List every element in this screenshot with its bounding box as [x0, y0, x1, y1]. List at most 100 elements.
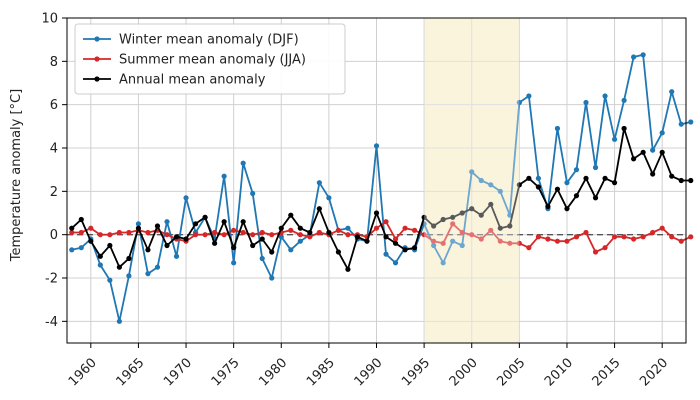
data-point — [231, 260, 237, 266]
legend-label: Summer mean anomaly (JJA) — [119, 53, 306, 68]
data-point — [221, 232, 227, 238]
y-axis: -4 -2 0 2 4 6 8 10 — [41, 12, 67, 330]
data-point — [173, 253, 180, 259]
data-point — [373, 225, 380, 231]
data-point — [183, 195, 189, 201]
series-1 — [69, 52, 694, 324]
data-point — [621, 234, 627, 240]
data-point — [78, 229, 84, 236]
data-point — [307, 234, 313, 240]
data-point — [411, 227, 418, 233]
data-point — [497, 188, 503, 194]
data-point — [97, 232, 103, 238]
data-point — [335, 227, 342, 233]
data-point — [678, 177, 684, 184]
data-point — [250, 242, 256, 249]
series-line — [71, 53, 692, 323]
data-point — [488, 182, 494, 188]
data-point — [288, 212, 294, 218]
data-point — [402, 225, 408, 231]
data-point — [478, 212, 484, 218]
data-point — [688, 234, 694, 240]
data-point — [478, 236, 484, 242]
data-point — [88, 238, 94, 244]
legend-swatch-marker — [94, 76, 100, 82]
data-point — [231, 227, 237, 233]
data-point — [288, 247, 294, 253]
highlight-veil — [424, 18, 520, 343]
series-3 — [69, 125, 694, 272]
data-point — [392, 240, 399, 246]
data-point — [497, 238, 503, 244]
data-point — [669, 89, 675, 95]
y-tick-label: 2 — [50, 185, 58, 200]
data-point — [421, 232, 427, 238]
data-point — [431, 223, 437, 229]
data-point — [535, 175, 541, 181]
data-point — [335, 249, 342, 255]
data-point — [431, 242, 437, 249]
data-point — [297, 232, 303, 238]
data-point — [507, 240, 513, 246]
data-point — [126, 255, 132, 262]
data-point — [69, 247, 75, 253]
data-point — [545, 236, 551, 242]
data-point — [345, 266, 351, 272]
data-point — [678, 121, 684, 127]
legend-item-1: Winter mean anomaly (DJF) — [83, 33, 299, 48]
data-point — [621, 97, 627, 103]
legend-label: Winter mean anomaly (DJF) — [119, 33, 299, 48]
data-point — [669, 234, 675, 240]
data-point — [97, 262, 103, 268]
legend-swatch-marker — [94, 56, 100, 62]
y-tick-label: 4 — [50, 142, 58, 157]
data-point — [345, 232, 351, 238]
data-point — [154, 264, 161, 270]
data-point — [269, 275, 275, 281]
data-point — [573, 234, 580, 240]
data-point — [497, 225, 503, 231]
data-point — [69, 225, 75, 231]
data-point — [164, 242, 170, 249]
data-point — [507, 223, 513, 229]
data-point — [459, 229, 465, 236]
data-point — [164, 232, 170, 238]
data-point — [250, 190, 256, 197]
data-point — [516, 240, 522, 246]
y-tick-label: 8 — [50, 55, 58, 70]
data-point — [269, 232, 275, 238]
data-point — [135, 225, 142, 231]
data-point — [516, 99, 522, 106]
data-point — [650, 229, 656, 236]
data-point — [554, 125, 561, 132]
y-tick-label: 6 — [50, 98, 58, 113]
data-point — [611, 180, 618, 186]
data-point — [259, 255, 265, 262]
data-point — [659, 149, 665, 155]
data-point — [611, 234, 618, 240]
data-point — [107, 232, 113, 238]
data-point — [221, 173, 227, 179]
data-point — [516, 182, 522, 188]
data-point — [488, 227, 494, 233]
data-point — [669, 173, 675, 179]
data-point — [459, 210, 465, 216]
data-point — [440, 216, 446, 223]
data-point — [326, 195, 332, 201]
data-point — [411, 245, 418, 251]
data-point — [488, 201, 494, 207]
data-point — [269, 249, 275, 255]
data-point — [573, 193, 580, 199]
data-point — [440, 240, 446, 246]
data-point — [478, 177, 484, 184]
data-point — [640, 52, 646, 58]
data-point — [135, 221, 142, 227]
legend-item-2: Summer mean anomaly (JJA) — [83, 53, 306, 68]
data-point — [183, 236, 189, 242]
data-point — [316, 229, 322, 236]
data-point — [450, 214, 456, 220]
legend: Winter mean anomaly (DJF) Summer mean ano… — [74, 23, 346, 95]
data-point — [212, 240, 218, 246]
data-point — [573, 167, 580, 173]
